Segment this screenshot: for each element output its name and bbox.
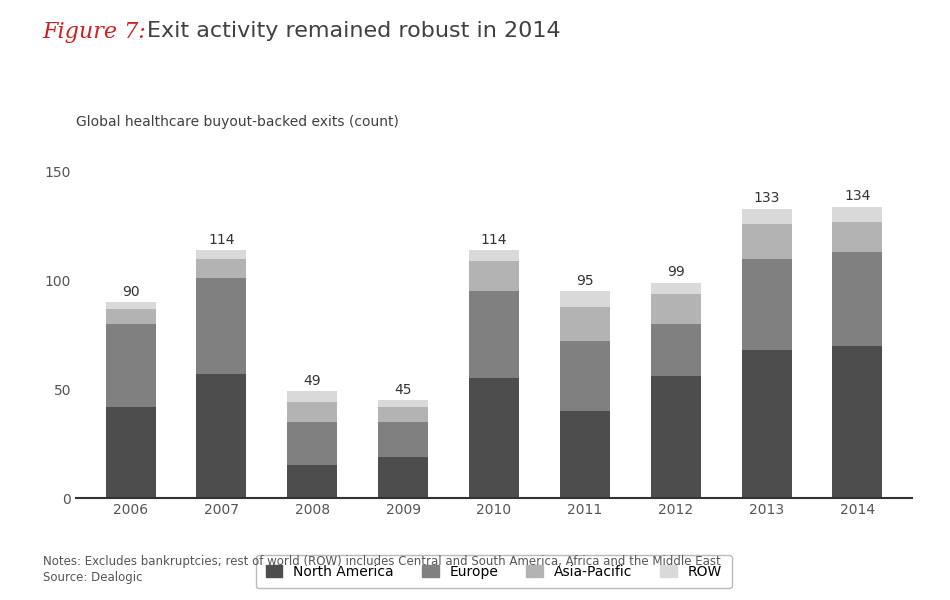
Bar bbox=[197, 278, 246, 374]
Text: 90: 90 bbox=[122, 285, 140, 299]
Bar bbox=[378, 407, 428, 422]
Bar bbox=[469, 261, 519, 292]
Bar bbox=[742, 259, 791, 350]
Text: 99: 99 bbox=[667, 265, 685, 280]
Text: Global healthcare buyout-backed exits (count): Global healthcare buyout-backed exits (c… bbox=[76, 115, 399, 129]
Text: 114: 114 bbox=[208, 233, 235, 247]
Bar bbox=[287, 391, 337, 402]
Bar bbox=[651, 293, 701, 324]
Bar bbox=[832, 222, 883, 252]
Text: Exit activity remained robust in 2014: Exit activity remained robust in 2014 bbox=[147, 21, 560, 41]
Bar bbox=[560, 307, 610, 341]
Text: Source: Dealogic: Source: Dealogic bbox=[43, 571, 142, 584]
Text: Figure 7:: Figure 7: bbox=[43, 21, 146, 43]
Bar bbox=[651, 324, 701, 376]
Bar bbox=[197, 250, 246, 259]
Bar bbox=[469, 292, 519, 379]
Text: 45: 45 bbox=[394, 383, 412, 397]
Text: 49: 49 bbox=[303, 374, 321, 388]
Bar bbox=[742, 224, 791, 259]
Bar bbox=[105, 407, 156, 498]
Bar bbox=[742, 350, 791, 498]
Bar bbox=[287, 402, 337, 422]
Bar bbox=[560, 292, 610, 307]
Bar bbox=[651, 283, 701, 293]
Bar bbox=[197, 374, 246, 498]
Bar bbox=[105, 302, 156, 309]
Bar bbox=[742, 209, 791, 224]
Text: 134: 134 bbox=[845, 189, 870, 203]
Text: 133: 133 bbox=[753, 191, 780, 205]
Text: 114: 114 bbox=[481, 233, 507, 247]
Text: Notes: Excludes bankruptcies; rest of world (ROW) includes Central and South Ame: Notes: Excludes bankruptcies; rest of wo… bbox=[43, 555, 720, 568]
Bar bbox=[560, 341, 610, 411]
Bar bbox=[378, 400, 428, 407]
Bar bbox=[469, 250, 519, 261]
Bar bbox=[378, 457, 428, 498]
Bar bbox=[287, 466, 337, 498]
Legend: North America, Europe, Asia-Pacific, ROW: North America, Europe, Asia-Pacific, ROW bbox=[256, 555, 732, 589]
Bar bbox=[378, 422, 428, 457]
Bar bbox=[287, 422, 337, 466]
Bar bbox=[651, 376, 701, 498]
Bar bbox=[832, 252, 883, 346]
Bar bbox=[560, 411, 610, 498]
Bar bbox=[469, 379, 519, 498]
Bar bbox=[197, 259, 246, 278]
Bar bbox=[105, 324, 156, 407]
Text: 95: 95 bbox=[576, 274, 594, 288]
Bar bbox=[832, 206, 883, 222]
Bar bbox=[832, 346, 883, 498]
Bar bbox=[105, 309, 156, 324]
